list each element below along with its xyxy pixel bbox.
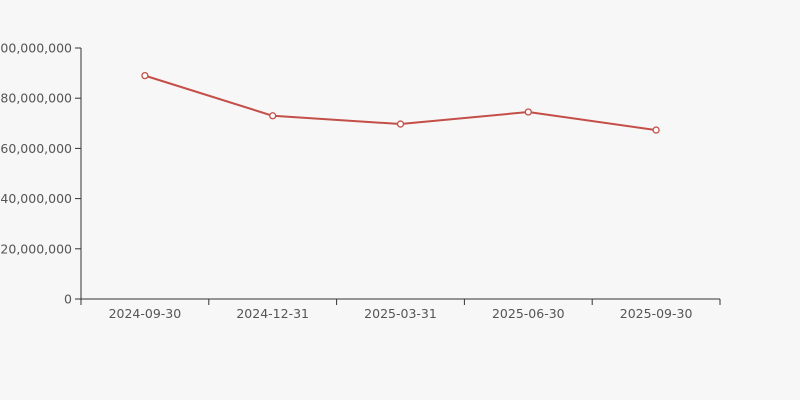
y-axis-label: 0 [64, 292, 72, 307]
x-axis-label: 2025-09-30 [620, 306, 693, 321]
y-axis-label: 60,000,000 [0, 141, 72, 156]
y-axis-label: 100,000,000 [0, 41, 72, 56]
x-axis-label: 2024-09-30 [109, 306, 182, 321]
y-axis-label: 80,000,000 [0, 91, 72, 106]
x-axis-label: 2024-12-31 [236, 306, 309, 321]
y-axis-label: 40,000,000 [0, 191, 72, 206]
y-axis-label: 20,000,000 [0, 241, 72, 256]
data-point[interactable] [141, 71, 149, 80]
data-point[interactable] [524, 108, 532, 116]
x-axis-label: 2025-03-31 [364, 306, 437, 321]
data-point[interactable] [396, 120, 405, 128]
x-axis-label: 2025-06-30 [492, 306, 565, 321]
data-point[interactable] [652, 126, 660, 134]
data-point[interactable] [269, 112, 277, 120]
